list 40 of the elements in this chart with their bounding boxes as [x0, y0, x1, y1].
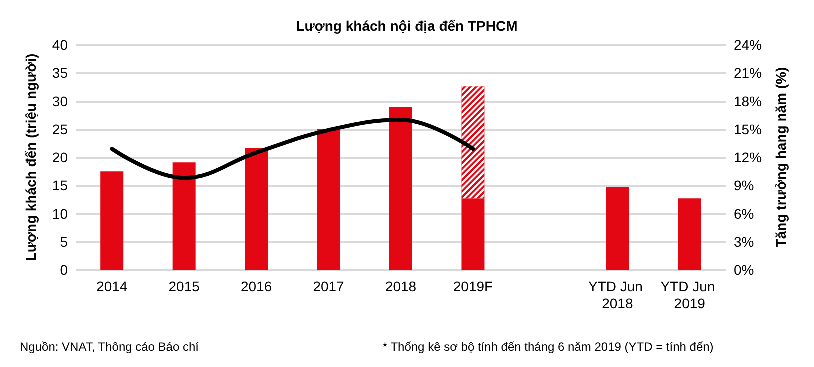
y-tick-label: 0 [60, 262, 68, 278]
bar [172, 162, 196, 270]
x-tick-label: 2015 [168, 278, 200, 294]
y2-tick-label: 18% [734, 93, 762, 110]
x-tick-label: 2016 [240, 278, 272, 294]
y2-tick-label: 15% [734, 121, 762, 138]
x-tick-label: YTD Jun 2019 [660, 278, 720, 312]
text: * Thống kê sơ bộ tính đến tháng 6 năm 2019 (YTD = tính đến) [382, 340, 714, 354]
x-tick-label: 2017 [313, 278, 345, 294]
y2-tick-label: 0% [734, 262, 754, 278]
y2-axis-title: Tăng trưởng hang năm (%) [773, 67, 789, 248]
y2-tick-label: 3% [734, 234, 754, 250]
bar [678, 198, 702, 270]
y-tick-label: 25 [52, 121, 68, 138]
bar [100, 172, 124, 270]
y2-tick-label: 12% [734, 150, 762, 166]
bar [390, 107, 412, 270]
bar [317, 129, 340, 270]
y-tick-label: 30 [52, 93, 68, 110]
x-tick-label: 2018 [385, 278, 417, 294]
bar [462, 198, 485, 270]
chart-title: Lượng khách nội địa đến TPHCM [296, 18, 518, 34]
y-tick-label: 35 [52, 65, 68, 82]
y2-tick-label: 6% [734, 206, 754, 222]
x-tick-label: YTD Jun 2018 [588, 278, 647, 312]
y-axis-title: Lượng khách đến (triệu người) [23, 54, 39, 262]
y2-tick-label: 9% [734, 178, 754, 194]
y-tick-label: 40 [52, 37, 68, 53]
bar [606, 187, 630, 270]
y-tick-label: 10 [52, 206, 68, 222]
x-tick-label: 2014 [96, 278, 128, 294]
bar [245, 148, 268, 270]
line-series [110, 118, 476, 180]
y-tick-label: 15 [52, 178, 68, 194]
text: Nguồn: VNAT, Thông cáo Báo chí [20, 340, 200, 354]
y-tick-label: 5 [60, 234, 68, 250]
x-tick-label: 2019F [453, 278, 494, 294]
y2-tick-label: 21% [734, 65, 762, 82]
y-tick-label: 20 [52, 150, 68, 166]
y2-tick-label: 24% [734, 37, 762, 53]
